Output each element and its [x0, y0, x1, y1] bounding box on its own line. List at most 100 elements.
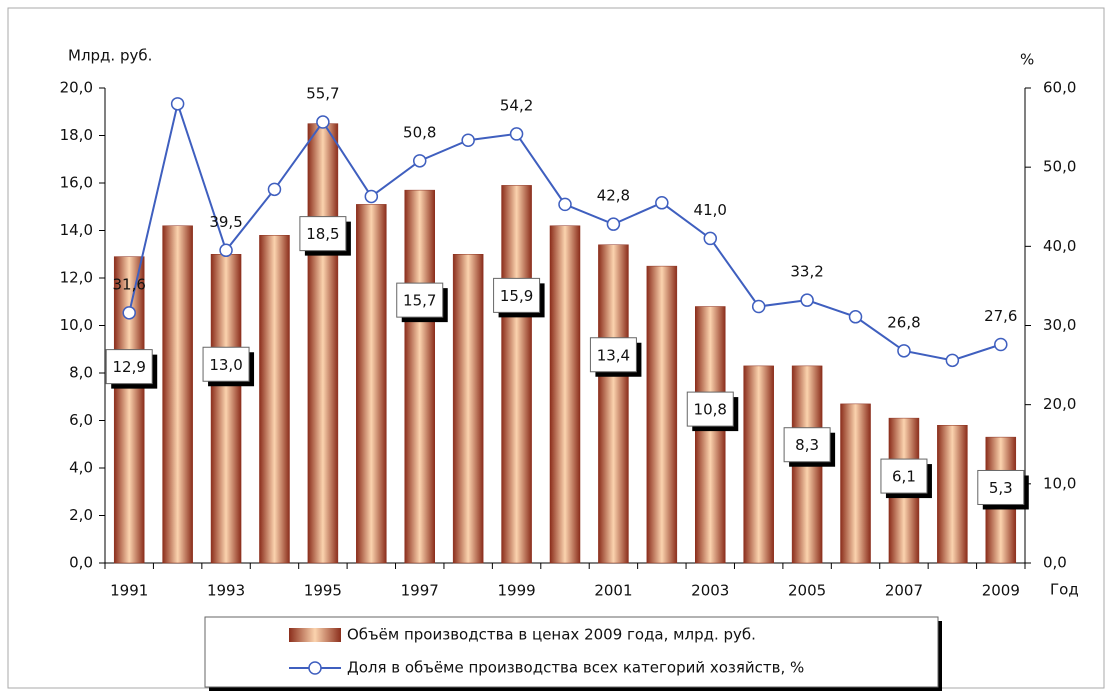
line-marker: [945, 353, 960, 368]
data-label: 13,4: [597, 346, 630, 364]
y2-tick-label: 10,0: [1043, 474, 1076, 492]
bar: [743, 365, 774, 564]
legend-swatch: [289, 628, 341, 642]
y-tick-label: 10,0: [60, 316, 93, 334]
bar-label: 8,3: [783, 427, 836, 467]
y-axis-title: Млрд. руб.: [68, 47, 152, 65]
line-marker: [267, 182, 282, 197]
y-tick-label: 2,0: [69, 506, 93, 524]
line-marker: [122, 306, 136, 320]
y-tick-label: 12,0: [60, 269, 93, 287]
line-marker: [509, 127, 524, 141]
line-label: 31,6: [113, 275, 146, 293]
line-label: 54,2: [500, 96, 533, 114]
line-marker: [655, 196, 669, 210]
line-marker: [364, 189, 379, 204]
x-tick-label: 1997: [401, 582, 439, 600]
data-label: 5,3: [989, 479, 1013, 497]
y2-tick-label: 60,0: [1043, 79, 1076, 97]
bar: [113, 256, 145, 564]
data-label: 12,9: [113, 358, 146, 376]
bar: [356, 204, 387, 564]
bar: [210, 254, 242, 564]
y-tick-label: 14,0: [60, 221, 93, 239]
y2-tick-label: 0,0: [1043, 554, 1067, 572]
label-box: [686, 391, 734, 427]
y-tick-label: 18,0: [60, 126, 93, 144]
y2-axis-title: %: [1020, 51, 1034, 69]
line-label: 55,7: [306, 85, 339, 103]
data-label: 13,0: [209, 356, 242, 374]
line-marker: [897, 344, 911, 358]
bar: [452, 254, 484, 564]
x-tick-label: 2003: [691, 582, 729, 600]
legend-label: Доля в объёме производства всех категори…: [347, 659, 804, 677]
line-label: 27,6: [984, 307, 1017, 325]
x-tick-label: 2009: [982, 582, 1020, 600]
label-box: [589, 337, 637, 373]
label-box: [783, 427, 831, 463]
line-marker: [994, 337, 1008, 352]
data-label: 18,5: [306, 225, 339, 243]
data-label: 8,3: [795, 436, 819, 454]
y2-tick-label: 40,0: [1043, 237, 1076, 255]
bar-label: 15,9: [493, 277, 545, 318]
bar: [695, 306, 726, 564]
line-marker: [606, 217, 621, 231]
bar: [501, 185, 532, 564]
bar-label: 12,9: [105, 349, 158, 389]
bar: [259, 235, 290, 564]
line-marker: [461, 133, 475, 147]
y-tick-label: 20,0: [60, 79, 93, 97]
x-tick-label: 2001: [594, 582, 632, 600]
label-box: [396, 282, 444, 318]
label-box: [977, 469, 1025, 505]
bar-label: 15,7: [396, 282, 448, 323]
bar-label: 5,3: [977, 469, 1029, 510]
data-label: 10,8: [694, 401, 727, 419]
line-marker: [800, 293, 814, 307]
bar-label: 13,4: [589, 337, 642, 377]
data-label: 15,7: [403, 292, 436, 310]
x-tick-label: 1993: [207, 582, 245, 600]
data-label: 6,1: [892, 468, 916, 486]
x-tick-label: 1999: [497, 582, 535, 600]
bar: [646, 265, 678, 564]
legend-marker: [308, 661, 322, 675]
y2-tick-label: 50,0: [1043, 158, 1076, 176]
bar: [162, 225, 193, 564]
bar-label: 13,0: [202, 346, 255, 387]
line-label: 42,8: [597, 187, 630, 205]
bar: [840, 403, 871, 564]
y2-tick-label: 20,0: [1043, 395, 1076, 413]
line-label: 26,8: [887, 313, 920, 331]
label-box: [105, 349, 153, 385]
y-tick-label: 16,0: [60, 174, 93, 192]
y-tick-label: 4,0: [69, 459, 93, 477]
line-marker: [316, 115, 330, 129]
data-label: 15,9: [500, 287, 533, 305]
y2-tick-label: 30,0: [1043, 316, 1076, 334]
y-tick-label: 6,0: [69, 411, 93, 429]
line-label: 39,5: [209, 213, 242, 231]
label-box: [299, 216, 347, 252]
bar-label: 10,8: [686, 391, 739, 432]
bar: [598, 244, 629, 564]
bar: [937, 425, 968, 564]
x-tick-label: 2007: [885, 582, 923, 600]
y-tick-label: 0,0: [69, 554, 93, 572]
x-tick-label: 2005: [788, 582, 826, 600]
x-tick-label: 1995: [304, 582, 342, 600]
label-box: [202, 346, 250, 382]
line-marker: [558, 197, 572, 212]
line-label: 50,8: [403, 123, 436, 141]
y-tick-label: 8,0: [69, 364, 93, 382]
line-marker: [848, 310, 863, 324]
line-marker: [170, 97, 185, 111]
line-marker: [412, 154, 427, 168]
line-marker: [751, 299, 766, 314]
line-marker: [703, 231, 718, 246]
bar: [549, 225, 581, 564]
x-axis-title: Год: [1050, 581, 1079, 599]
